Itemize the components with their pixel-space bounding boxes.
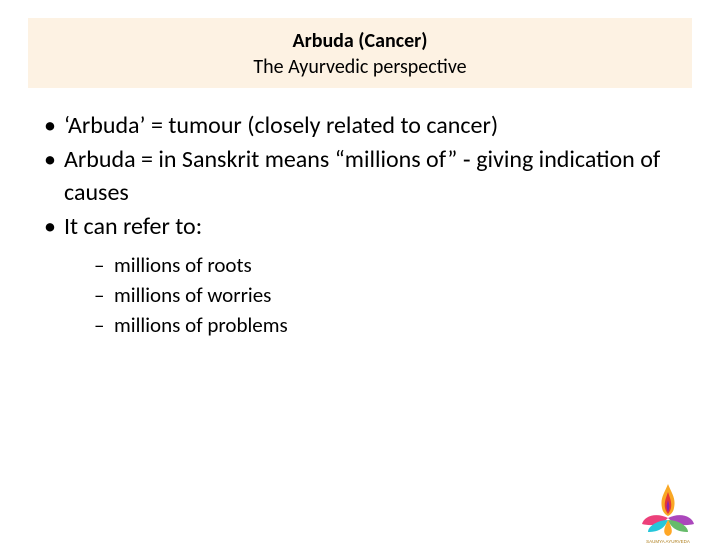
sub-bullet-item: millions of problems xyxy=(94,310,680,340)
lotus-flame-logo: SAUMYA AYURVEDA xyxy=(638,480,698,544)
lotus-flame-icon: SAUMYA AYURVEDA xyxy=(638,480,698,544)
bullet-item: ‘Arbuda’ = tumour (closely related to ca… xyxy=(40,110,680,142)
sub-bullet-list: millions of roots millions of worries mi… xyxy=(94,250,680,341)
bullet-text: It can refer to: xyxy=(64,212,202,241)
bullet-item: Arbuda = in Sanskrit means “millions of”… xyxy=(40,144,680,209)
slide-title: Arbuda (Cancer) xyxy=(28,28,692,54)
title-bar: Arbuda (Cancer) The Ayurvedic perspectiv… xyxy=(28,18,692,88)
bullet-list: ‘Arbuda’ = tumour (closely related to ca… xyxy=(40,110,680,341)
slide-subtitle: The Ayurvedic perspective xyxy=(28,54,692,80)
slide-body: ‘Arbuda’ = tumour (closely related to ca… xyxy=(0,88,720,341)
bullet-item: It can refer to: millions of roots milli… xyxy=(40,211,680,341)
sub-bullet-item: millions of worries xyxy=(94,280,680,310)
sub-bullet-item: millions of roots xyxy=(94,250,680,280)
